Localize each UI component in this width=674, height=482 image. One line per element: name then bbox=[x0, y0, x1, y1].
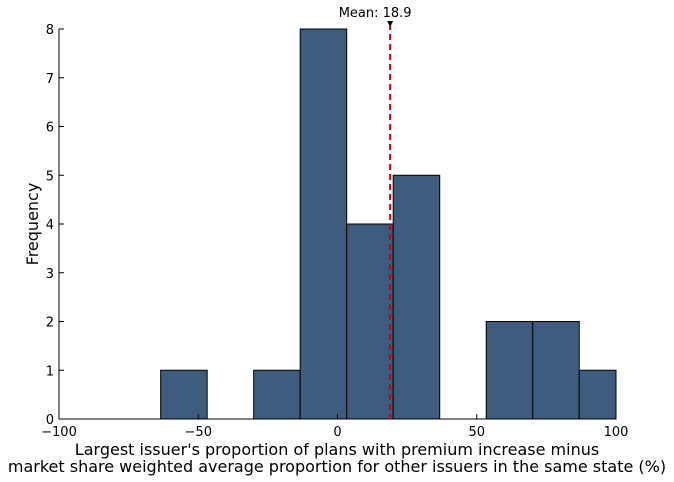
mean-arrow-marker bbox=[387, 21, 394, 27]
y-tick-label: 7 bbox=[46, 72, 54, 87]
bars-group bbox=[160, 28, 617, 420]
histogram-bar bbox=[392, 174, 441, 420]
x-tick-label: −50 bbox=[185, 425, 212, 440]
histogram-bar bbox=[160, 369, 208, 420]
y-tick-label: 3 bbox=[46, 267, 54, 282]
x-axis-title-line-2: market share weighted average proportion… bbox=[8, 457, 666, 476]
y-axis-title: Frequency bbox=[23, 183, 42, 266]
histogram-bar bbox=[485, 321, 534, 420]
histogram-bar bbox=[346, 223, 394, 420]
y-ticks-group: 0 1 2 3 4 5 6 7 8 bbox=[46, 23, 64, 428]
mean-label: Mean: 18.9 bbox=[339, 6, 412, 21]
x-tick-label: 50 bbox=[468, 425, 485, 440]
y-tick-label: 0 bbox=[46, 413, 54, 428]
y-tick-label: 2 bbox=[46, 316, 54, 331]
x-tick-label: 0 bbox=[333, 425, 341, 440]
y-tick-label: 1 bbox=[46, 364, 54, 379]
x-axis-title-line-1: Largest issuer's proportion of plans wit… bbox=[75, 440, 599, 459]
y-tick-label: 4 bbox=[46, 218, 54, 233]
y-tick-label: 5 bbox=[46, 169, 54, 184]
histogram-bar bbox=[299, 28, 348, 420]
histogram-bar bbox=[578, 369, 617, 420]
x-tick-label: 100 bbox=[604, 425, 629, 440]
y-tick-label: 8 bbox=[46, 23, 54, 38]
histogram-bar bbox=[253, 369, 301, 420]
mean-group: Mean: 18.9 bbox=[339, 6, 412, 419]
y-tick-label: 6 bbox=[46, 121, 54, 136]
x-ticks-group: −100 −50 0 50 100 bbox=[41, 414, 628, 440]
histogram-bar bbox=[532, 321, 580, 420]
x-tick-label: −100 bbox=[41, 425, 77, 440]
